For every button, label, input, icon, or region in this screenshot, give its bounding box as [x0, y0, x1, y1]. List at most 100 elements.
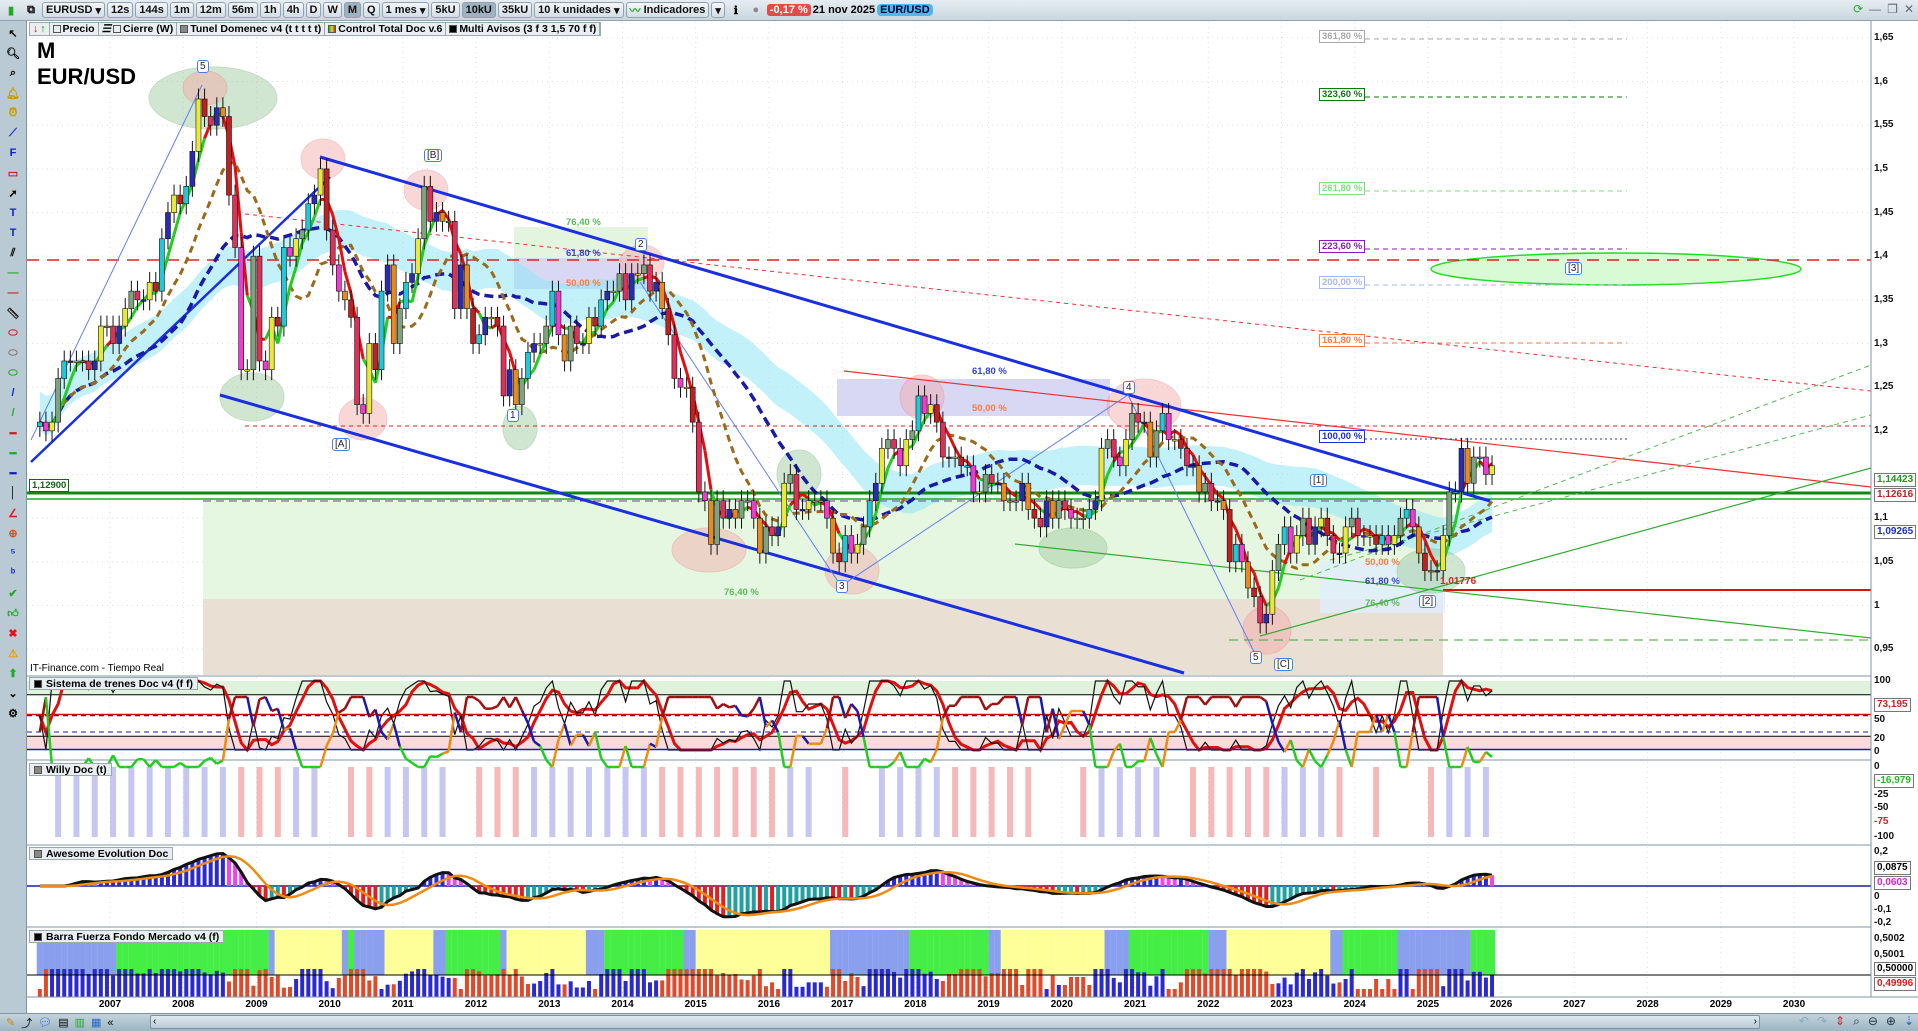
interval-button-144s[interactable]: 144s: [135, 2, 168, 18]
wave-label[interactable]: 2: [635, 238, 647, 251]
legend-item-price[interactable]: Precio: [50, 23, 99, 35]
zoom-out-icon[interactable]: ⊖: [1867, 1014, 1878, 1028]
cursor-icon[interactable]: ↖: [8, 27, 18, 40]
unit-button-35kU[interactable]: 35kU: [497, 2, 533, 18]
comment-icon[interactable]: 💬︎: [38, 1017, 53, 1029]
zoom-in-icon[interactable]: ⊕: [1885, 1014, 1896, 1028]
angle-icon[interactable]: ∠: [8, 507, 18, 520]
indicators-button[interactable]: 〰 Indicadores: [625, 2, 710, 18]
hline-blue-icon[interactable]: ━: [9, 467, 17, 480]
ruler-icon[interactable]: 📏︎: [6, 307, 20, 320]
unit-select[interactable]: 10 k unidades ▾: [534, 2, 624, 18]
panel-title-sistema[interactable]: Sistema de trenes Doc v4 (f f): [29, 677, 199, 690]
close-icon[interactable]: ✕: [1903, 2, 1914, 16]
thumbs-up-icon[interactable]: 👍︎: [7, 607, 19, 620]
collapse-icon[interactable]: «: [107, 1016, 114, 1029]
wave-label[interactable]: [A]: [332, 438, 351, 451]
wave-label[interactable]: 5: [197, 60, 209, 73]
instrument-badge[interactable]: EUR/USD: [877, 4, 933, 16]
vline-icon[interactable]: │: [9, 487, 17, 499]
report-icon[interactable]: ▤: [58, 1017, 69, 1029]
interval-button-W[interactable]: W: [323, 2, 342, 18]
horizontal-scrollbar[interactable]: ‹ ›: [150, 1015, 1760, 1029]
scroll-left-icon[interactable]: ‹: [153, 1016, 157, 1027]
text-icon[interactable]: T: [9, 207, 17, 219]
channel-icon[interactable]: ⫽: [10, 246, 16, 259]
ellipse-red-icon[interactable]: ⬭: [8, 326, 18, 339]
label-icon[interactable]: T: [9, 227, 17, 239]
crosshair-icon[interactable]: ⊕: [8, 527, 18, 540]
check-icon[interactable]: ✔: [8, 587, 18, 600]
line-green-icon[interactable]: —: [7, 267, 19, 279]
interval-button-12m[interactable]: 12m: [195, 2, 226, 18]
scroll-end-icon[interactable]: ⇣: [1903, 1014, 1914, 1028]
wave-label[interactable]: 4: [1123, 381, 1135, 394]
zoom-fit-icon[interactable]: ⌕: [1853, 1014, 1860, 1028]
fibonacci-icon[interactable]: F: [9, 147, 17, 159]
rectangle-icon[interactable]: ▭: [7, 167, 19, 180]
share-icon[interactable]: ⤴: [21, 1017, 33, 1030]
line-green2-icon[interactable]: /: [11, 407, 15, 419]
warning-icon[interactable]: ⚠: [8, 647, 18, 660]
interval-button-D[interactable]: D: [305, 2, 322, 18]
interval-button-56m[interactable]: 56m: [227, 2, 258, 18]
legend-arrows[interactable]: ↓ ↑: [30, 23, 50, 35]
arrow-icon[interactable]: ➚: [8, 187, 18, 200]
wave-label[interactable]: [2]: [1419, 595, 1437, 608]
tool-settings-icon[interactable]: ⚙: [8, 707, 18, 720]
screener-icon[interactable]: ▦: [91, 1017, 102, 1029]
wave-label[interactable]: [3]: [1565, 262, 1583, 275]
panel-title-awesome[interactable]: Awesome Evolution Doc: [29, 847, 174, 860]
legend-item-control[interactable]: Control Total Doc v.6: [325, 23, 447, 35]
panel-title-willy[interactable]: Willy Doc (t): [29, 763, 112, 776]
interval-button-M[interactable]: M: [343, 2, 362, 18]
scroll-right-icon[interactable]: ›: [1753, 1016, 1757, 1027]
legend-item-tunel[interactable]: Tunel Domenec v4 (t t t t t): [177, 23, 326, 35]
legend-item-avisos[interactable]: Multi Avisos (3 f 3 1,5 70 f f): [446, 23, 601, 35]
undo-icon[interactable]: ↶: [1798, 1014, 1809, 1028]
interval-button-12s[interactable]: 12s: [107, 2, 134, 18]
refresh-icon[interactable]: ⟳: [1853, 2, 1864, 16]
indicators-dropdown[interactable]: ▾: [711, 2, 725, 18]
arrow-up-icon[interactable]: ↑: [40, 23, 46, 35]
hline-red-icon[interactable]: ━: [9, 427, 17, 440]
legend-item-close[interactable]: ☰ Cierre (W): [99, 23, 178, 35]
trendline-icon[interactable]: ⟋: [9, 126, 17, 139]
link-icon[interactable]: ⧉: [27, 3, 35, 16]
chart-type-icon[interactable]: ▮: [7, 4, 15, 17]
wave-label[interactable]: 3: [836, 580, 848, 593]
interval-button-1h[interactable]: 1h: [259, 2, 281, 18]
expand-icon[interactable]: ⌄: [8, 687, 18, 700]
panel-title-barra[interactable]: Barra Fuerza Fondo Mercado v4 (f): [29, 930, 225, 943]
ellipse-gray-icon[interactable]: ⬭: [8, 346, 18, 359]
ellipse-green-icon[interactable]: ⬭: [8, 366, 18, 379]
alert-bell-icon[interactable]: 🔔︎: [6, 87, 20, 100]
wave-label[interactable]: [1]: [1310, 474, 1328, 487]
unit-button-10kU[interactable]: 10kU: [461, 2, 496, 18]
wave-label[interactable]: 5: [1250, 651, 1262, 664]
period-select[interactable]: 1 mes ▾: [381, 2, 430, 18]
info-icon[interactable]: ℹ: [733, 4, 738, 17]
wave-label[interactable]: [C]: [1274, 658, 1293, 671]
zoom-icon[interactable]: 🔍︎: [6, 47, 20, 60]
pencil-icon[interactable]: ✎: [6, 1017, 16, 1029]
zoom-area-icon[interactable]: ⌕: [9, 66, 17, 79]
up-arrow-icon[interactable]: ⬆: [8, 667, 18, 680]
order-icon[interactable]: ▥: [74, 1017, 85, 1029]
line-blue-icon[interactable]: /: [11, 387, 15, 399]
symbol-select[interactable]: EURUSD ▾: [42, 2, 106, 18]
hline-green-icon[interactable]: ━: [9, 447, 17, 460]
abc-wave-icon[interactable]: ᵇ: [10, 567, 16, 579]
interval-button-4h[interactable]: 4h: [282, 2, 304, 18]
wave-label[interactable]: [B]: [424, 149, 443, 162]
elliott-wave-icon[interactable]: ⁵: [10, 547, 16, 559]
autoscale-icon[interactable]: ⇕: [1835, 1014, 1846, 1028]
interval-button-Q[interactable]: Q: [363, 2, 380, 18]
line-red-icon[interactable]: —: [7, 287, 19, 299]
arrow-down-icon[interactable]: ↓: [33, 23, 39, 35]
redo-icon[interactable]: ↷: [1816, 1014, 1828, 1028]
interval-button-1m[interactable]: 1m: [169, 2, 194, 18]
minimize-icon[interactable]: —: [1869, 2, 1882, 16]
wave-label[interactable]: 1: [507, 409, 519, 422]
